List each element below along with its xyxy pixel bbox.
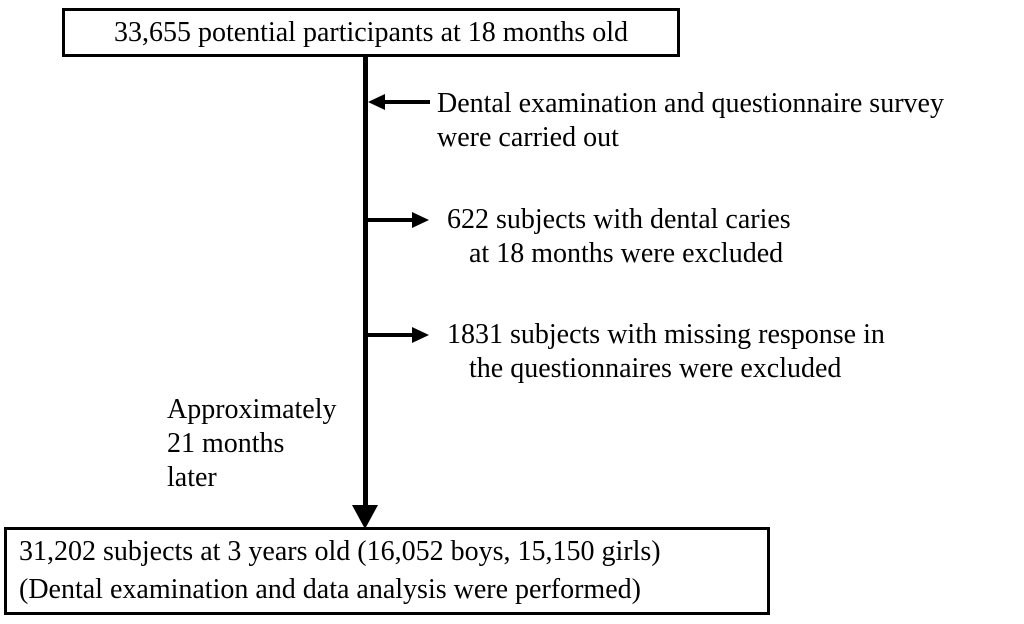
top-box-text: 33,655 potential participants at 18 mont… bbox=[113, 16, 629, 48]
branch-line-1 bbox=[380, 100, 430, 104]
bottom-box-line-2: (Dental examination and data analysis we… bbox=[19, 574, 641, 605]
annotation-line-1: Dental examination and questionnaire sur… bbox=[437, 88, 944, 119]
main-flow-line bbox=[363, 55, 368, 507]
annotation-line-2: were carried out bbox=[437, 122, 619, 153]
right-arrowhead-icon bbox=[412, 212, 429, 228]
annotation-dental-exam: Dental examination and questionnaire sur… bbox=[437, 87, 944, 155]
down-arrowhead-icon bbox=[352, 505, 378, 529]
branch-line-2 bbox=[366, 218, 414, 222]
time-label-line-3: later bbox=[167, 462, 217, 493]
annotation-line-2: the questionnaires were excluded bbox=[469, 353, 842, 384]
annotation-line-1: 1831 subjects with missing response in bbox=[447, 319, 885, 350]
branch-line-3 bbox=[366, 333, 414, 337]
annotation-caries-excluded: 622 subjects with dental caries at 18 mo… bbox=[447, 203, 791, 271]
annotation-line-2: at 18 months were excluded bbox=[469, 238, 784, 269]
time-interval-label: Approximately 21 months later bbox=[167, 393, 337, 495]
top-box: 33,655 potential participants at 18 mont… bbox=[62, 8, 680, 57]
annotation-line-1: 622 subjects with dental caries bbox=[447, 204, 791, 235]
annotation-missing-response-excluded: 1831 subjects with missing response in t… bbox=[447, 318, 885, 386]
bottom-box-line-1: 31,202 subjects at 3 years old (16,052 b… bbox=[19, 536, 661, 567]
left-arrowhead-icon bbox=[368, 94, 385, 110]
bottom-box: 31,202 subjects at 3 years old (16,052 b… bbox=[4, 527, 770, 615]
time-label-line-2: 21 months bbox=[167, 428, 285, 459]
time-label-line-1: Approximately bbox=[167, 394, 337, 425]
right-arrowhead-icon bbox=[412, 327, 429, 343]
